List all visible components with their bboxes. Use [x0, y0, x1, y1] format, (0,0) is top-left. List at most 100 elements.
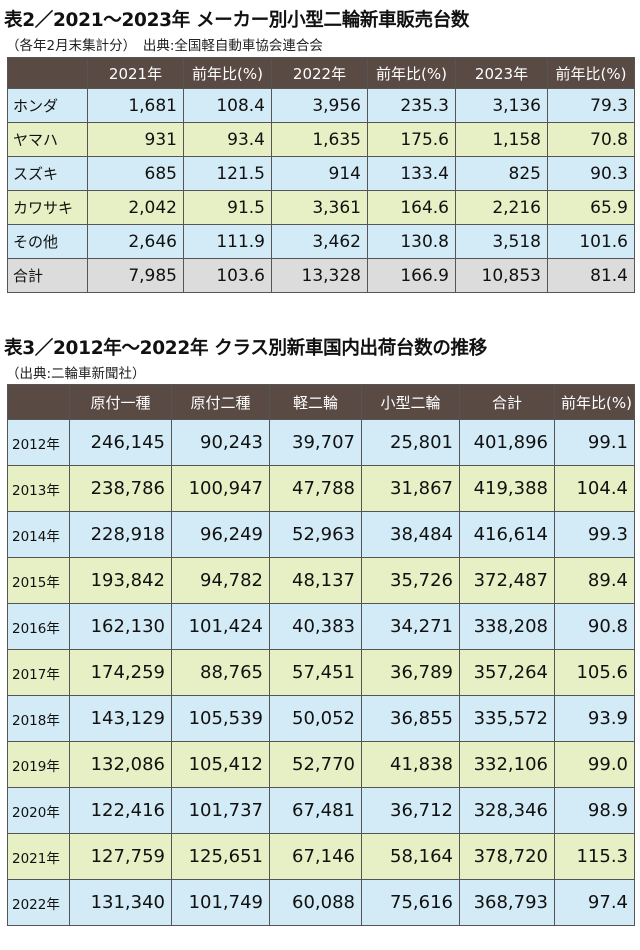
value-cell: 3,462: [271, 224, 368, 259]
value-cell: 914: [271, 156, 368, 191]
header-cell: 前年比(%): [367, 57, 456, 89]
value-cell: 104.4: [554, 465, 635, 512]
header-cell: 軽二輪: [269, 384, 362, 420]
value-cell: 378,720: [459, 833, 555, 880]
value-cell: 125,651: [171, 833, 270, 880]
value-cell: 52,963: [269, 511, 362, 558]
table-row: その他 2,646 111.9 3,462 130.8 3,518 101.6: [7, 224, 635, 259]
value-cell: 122,416: [69, 787, 172, 834]
row-label-cell: 2020年: [7, 787, 70, 834]
table2-title: 表2／2021～2023年 メーカー別小型二輪新車販売台数: [4, 10, 470, 31]
value-cell: 105,412: [171, 741, 270, 788]
value-cell: 60,088: [269, 879, 362, 926]
header-cell: 原付一種: [69, 384, 172, 420]
header-cell: [7, 384, 70, 420]
value-cell: 47,788: [269, 465, 362, 512]
table-row: カワサキ 2,042 91.5 3,361 164.6 2,216 65.9: [7, 190, 635, 225]
row-label-cell: 2016年: [7, 603, 70, 650]
value-cell: 25,801: [361, 419, 460, 466]
header-cell: 前年比(%): [547, 57, 635, 89]
value-cell: 162,130: [69, 603, 172, 650]
value-cell: 88,765: [171, 649, 270, 696]
value-cell: 48,137: [269, 557, 362, 604]
row-label-cell: 2015年: [7, 557, 70, 604]
value-cell: 38,484: [361, 511, 460, 558]
header-cell: [7, 57, 88, 89]
value-cell: 115.3: [554, 833, 635, 880]
value-cell: 101,749: [171, 879, 270, 926]
row-label-cell: 2019年: [7, 741, 70, 788]
value-cell: 328,346: [459, 787, 555, 834]
value-cell: 96,249: [171, 511, 270, 558]
total-row: 合計 7,985 103.6 13,328 166.9 10,853 81.4: [7, 258, 635, 293]
value-cell: 685: [87, 156, 184, 191]
value-cell: 34,271: [361, 603, 460, 650]
header-cell: 前年比(%): [183, 57, 272, 89]
value-cell: 103.6: [183, 258, 272, 293]
table-row: 2014年 228,918 96,249 52,963 38,484 416,614 99.…: [7, 511, 635, 558]
class-shipments-table: 原付一種 原付二種 軽二輪 小型二輪 合計 前年比(%) 2012年 246,14…: [7, 384, 635, 926]
value-cell: 100,947: [171, 465, 270, 512]
value-cell: 41,838: [361, 741, 460, 788]
value-cell: 13,328: [271, 258, 368, 293]
value-cell: 90.8: [554, 603, 635, 650]
header-cell: 前年比(%): [554, 384, 635, 420]
value-cell: 1,635: [271, 122, 368, 157]
value-cell: 338,208: [459, 603, 555, 650]
value-cell: 99.3: [554, 511, 635, 558]
value-cell: 101.6: [547, 224, 635, 259]
value-cell: 143,129: [69, 695, 172, 742]
value-cell: 401,896: [459, 419, 555, 466]
value-cell: 31,867: [361, 465, 460, 512]
value-cell: 105,539: [171, 695, 270, 742]
value-cell: 67,481: [269, 787, 362, 834]
value-cell: 90.3: [547, 156, 635, 191]
table-row: スズキ 685 121.5 914 133.4 825 90.3: [7, 156, 635, 191]
value-cell: 332,106: [459, 741, 555, 788]
value-cell: 133.4: [367, 156, 456, 191]
value-cell: 7,985: [87, 258, 184, 293]
row-label-cell: 2022年: [7, 879, 70, 926]
value-cell: 52,770: [269, 741, 362, 788]
value-cell: 67,146: [269, 833, 362, 880]
row-label-cell: 2017年: [7, 649, 70, 696]
value-cell: 132,086: [69, 741, 172, 788]
value-cell: 2,042: [87, 190, 184, 225]
value-cell: 10,853: [455, 258, 548, 293]
row-label-cell: カワサキ: [7, 190, 88, 225]
value-cell: 357,264: [459, 649, 555, 696]
value-cell: 40,383: [269, 603, 362, 650]
table-row: 2018年 143,129 105,539 50,052 36,855 335,572 93…: [7, 695, 635, 742]
row-label-cell: 合計: [7, 258, 88, 293]
value-cell: 3,518: [455, 224, 548, 259]
table-header-row: 原付一種 原付二種 軽二輪 小型二輪 合計 前年比(%): [7, 384, 635, 420]
value-cell: 79.3: [547, 88, 635, 123]
table-row: 2016年 162,130 101,424 40,383 34,271 338,208 90…: [7, 603, 635, 650]
value-cell: 931: [87, 122, 184, 157]
row-label-cell: ヤマハ: [7, 122, 88, 157]
table-row: 2021年 127,759 125,651 67,146 58,164 378,720 11…: [7, 833, 635, 880]
value-cell: 39,707: [269, 419, 362, 466]
header-cell: 原付二種: [171, 384, 270, 420]
value-cell: 1,681: [87, 88, 184, 123]
value-cell: 108.4: [183, 88, 272, 123]
value-cell: 3,136: [455, 88, 548, 123]
header-cell: 2021年: [87, 57, 184, 89]
table-row: 2019年 132,086 105,412 52,770 41,838 332,106 99…: [7, 741, 635, 788]
table-row: 2022年 131,340 101,749 60,088 75,616 368,793 97…: [7, 879, 635, 926]
value-cell: 193,842: [69, 557, 172, 604]
value-cell: 98.9: [554, 787, 635, 834]
header-cell: 合計: [459, 384, 555, 420]
value-cell: 101,737: [171, 787, 270, 834]
row-label-cell: 2014年: [7, 511, 70, 558]
table-row: 2020年 122,416 101,737 67,481 36,712 328,346 98…: [7, 787, 635, 834]
value-cell: 90,243: [171, 419, 270, 466]
value-cell: 825: [455, 156, 548, 191]
header-cell: 小型二輪: [361, 384, 460, 420]
value-cell: 91.5: [183, 190, 272, 225]
header-cell: 2023年: [455, 57, 548, 89]
value-cell: 2,646: [87, 224, 184, 259]
value-cell: 101,424: [171, 603, 270, 650]
value-cell: 419,388: [459, 465, 555, 512]
value-cell: 127,759: [69, 833, 172, 880]
